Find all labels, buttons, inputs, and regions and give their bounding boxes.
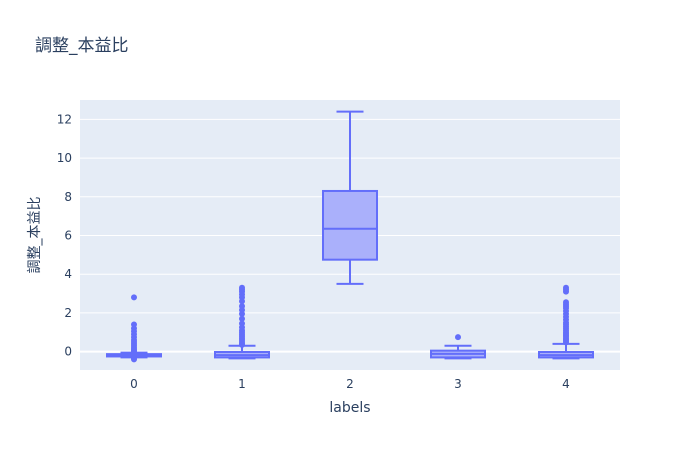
x-tick-label: 3 [454, 377, 462, 391]
box-series [106, 110, 594, 363]
outlier-point [239, 298, 245, 305]
x-tick-label: 4 [562, 377, 570, 391]
box-group [322, 110, 378, 285]
y-tick-label: 12 [57, 112, 72, 126]
outlier-point [131, 348, 137, 355]
y-tick-label: 6 [64, 228, 72, 242]
outlier-point [455, 334, 461, 341]
box-iqr [322, 189, 378, 261]
y-tick-label: 0 [64, 345, 72, 359]
x-tick-label: 0 [130, 377, 138, 391]
outlier-point [239, 315, 245, 322]
y-axis-label: 調整_本益比 [27, 197, 43, 274]
outlier-point [563, 339, 569, 346]
x-tick-labels: 0 1 2 3 4 [130, 377, 570, 391]
outlier-point [131, 356, 137, 363]
outlier-point [239, 310, 245, 317]
outlier-point [131, 294, 137, 301]
y-tick-label: 4 [64, 267, 72, 281]
x-tick-label: 1 [238, 377, 246, 391]
y-tick-label: 2 [64, 306, 72, 320]
x-tick-label: 2 [346, 377, 354, 391]
x-axis-label: labels [329, 400, 370, 416]
y-tick-labels: 0 2 4 6 8 10 12 [57, 112, 72, 358]
box-group [430, 334, 486, 360]
outlier-point [239, 341, 245, 348]
y-tick-label: 10 [57, 151, 72, 165]
y-tick-label: 8 [64, 190, 72, 204]
outlier-point [563, 288, 569, 295]
box-group [106, 294, 162, 363]
box-group [538, 284, 594, 360]
box-group [214, 284, 270, 360]
chart-title: 調整_本益比 [35, 36, 129, 56]
